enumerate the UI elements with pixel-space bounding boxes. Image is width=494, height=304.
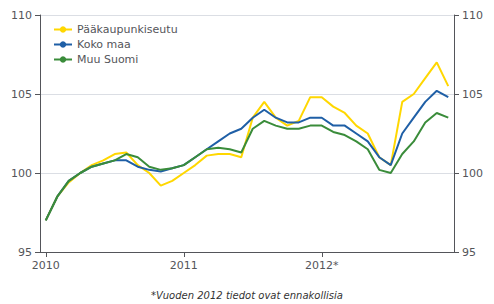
- svg-text:95: 95: [462, 246, 476, 259]
- svg-text:100: 100: [462, 167, 483, 180]
- svg-text:*Vuoden 2012 tiedot ovat ennak: *Vuoden 2012 tiedot ovat ennakollisia: [151, 290, 343, 301]
- svg-text:105: 105: [11, 88, 32, 101]
- svg-text:2010: 2010: [32, 259, 60, 272]
- svg-text:100: 100: [11, 167, 32, 180]
- svg-text:110: 110: [11, 9, 32, 22]
- svg-text:110: 110: [462, 9, 483, 22]
- svg-text:2012*: 2012*: [305, 259, 339, 272]
- svg-text:Muu Suomi: Muu Suomi: [77, 53, 138, 66]
- svg-text:2011: 2011: [170, 259, 198, 272]
- svg-text:105: 105: [462, 88, 483, 101]
- svg-text:95: 95: [18, 246, 32, 259]
- svg-text:Koko maa: Koko maa: [77, 38, 131, 51]
- svg-text:Pääkaupunkiseutu: Pääkaupunkiseutu: [77, 23, 178, 36]
